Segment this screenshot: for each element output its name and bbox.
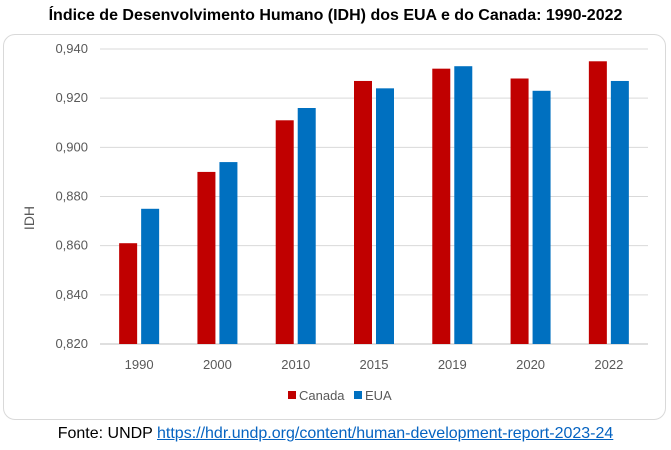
bar-canada-2019 (432, 68, 451, 345)
source-prefix: Fonte: UNDP (57, 425, 157, 442)
x-tick-label: 2022 (594, 357, 623, 372)
x-tick-label: 2015 (360, 357, 389, 372)
chart-frame (3, 34, 666, 420)
y-tick-label: 0,860 (55, 238, 88, 253)
bar-canada-2000 (197, 171, 216, 344)
bar-eua-2020 (532, 90, 551, 345)
y-tick-label: 0,940 (55, 41, 88, 56)
x-tick-labels: 1990 2000 2010 2015 2019 2020 2022 (125, 357, 624, 372)
legend-label-canada: Canada (299, 388, 345, 403)
y-tick-label: 0,920 (55, 90, 88, 105)
legend-label-eua: EUA (365, 388, 392, 403)
y-tick-labels: 0,820 0,840 0,860 0,880 0,900 0,920 0,940 (55, 41, 88, 351)
bar-eua-1990 (141, 208, 160, 344)
bar-eua-2000 (219, 162, 238, 344)
y-tick-label: 0,840 (55, 287, 88, 302)
bar-canada-1990 (119, 243, 138, 344)
y-tick-label: 0,820 (55, 336, 88, 351)
source-line: Fonte: UNDP https://hdr.undp.org/content… (0, 425, 671, 443)
bar-eua-2022 (610, 80, 629, 344)
gridlines (100, 48, 648, 345)
legend-swatch-eua (354, 391, 362, 399)
bar-canada-2020 (510, 78, 529, 344)
legend: Canada EUA (288, 388, 392, 403)
source-link[interactable]: https://hdr.undp.org/content/human-devel… (157, 425, 614, 442)
bar-canada-2022 (588, 61, 607, 345)
x-tick-label: 2020 (516, 357, 545, 372)
legend-swatch-canada (288, 391, 296, 399)
bar-eua-2015 (376, 88, 394, 344)
y-tick-label: 0,900 (55, 139, 88, 154)
x-tick-label: 1990 (125, 357, 154, 372)
bars (119, 61, 629, 345)
x-tick-label: 2010 (281, 357, 310, 372)
y-tick-label: 0,880 (55, 189, 88, 204)
bar-eua-2019 (454, 66, 473, 344)
bar-canada-2010 (275, 120, 294, 345)
chart-title: Índice de Desenvolvimento Humano (IDH) d… (48, 7, 623, 24)
x-tick-label: 2019 (438, 357, 467, 372)
bar-eua-2010 (297, 108, 316, 344)
x-tick-label: 2000 (203, 357, 232, 372)
bar-canada-2015 (354, 80, 372, 344)
y-axis-label: IDH (21, 206, 37, 230)
